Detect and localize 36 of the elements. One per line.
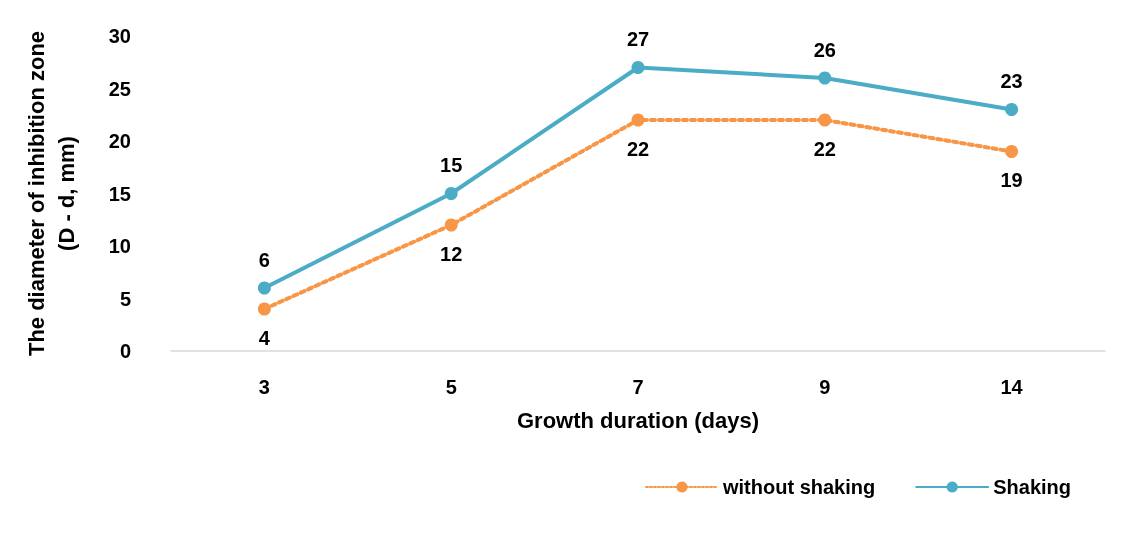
point (1005, 103, 1019, 116)
data-label: 12 (440, 242, 463, 265)
x-tick-label: 7 (632, 376, 644, 398)
data-label: 15 (440, 154, 463, 176)
x-axis-title: Growth duration (days) (517, 407, 759, 433)
data-label: 22 (626, 137, 650, 160)
point (818, 71, 832, 85)
data-label: 22 (813, 137, 836, 160)
data-label: 19 (1000, 169, 1023, 191)
point (257, 281, 271, 295)
x-tick-label: 14 (1000, 376, 1024, 398)
y-tick-label: 5 (119, 287, 131, 310)
point (631, 113, 645, 127)
point (631, 61, 645, 74)
data-label: 26 (813, 38, 836, 61)
y-axis-title: The diameter of inhibition zone (D - d, mm) (23, 30, 79, 357)
point (444, 218, 458, 232)
data-label: 4 (258, 326, 271, 349)
point (444, 187, 458, 200)
point (818, 113, 832, 127)
legend-label: without shaking (721, 476, 876, 498)
y-tick-label: 30 (108, 25, 131, 47)
point (1005, 145, 1019, 158)
point (257, 302, 271, 316)
y-tick-label: 0 (119, 340, 131, 362)
x-tick-label: 5 (445, 376, 457, 398)
y-tick-label: 10 (108, 235, 131, 257)
data-label: 6 (258, 248, 270, 271)
data-label: 23 (1000, 70, 1023, 92)
y-tick-label: 25 (108, 77, 131, 100)
x-tick-label: 9 (819, 376, 831, 398)
data-label: 27 (626, 28, 650, 50)
legend-label: Shaking (993, 476, 1071, 498)
x-tick-label: 3 (258, 376, 270, 398)
y-tick-label: 15 (108, 182, 131, 205)
y-tick-label: 20 (108, 130, 131, 152)
